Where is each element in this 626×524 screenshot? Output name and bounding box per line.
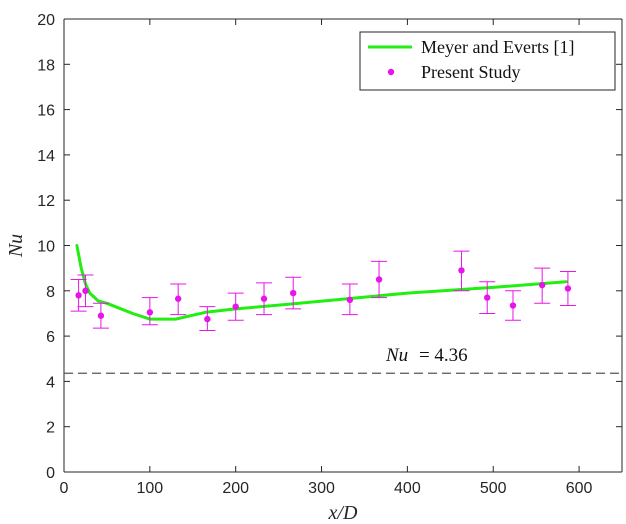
legend-label-meyer-everts: Meyer and Everts [1] (421, 37, 574, 57)
present-study-point (170, 283, 187, 316)
y-tick-label: 6 (46, 329, 55, 346)
data-point-marker (260, 295, 268, 302)
data-point-marker (484, 294, 491, 301)
present-study-point (227, 292, 244, 321)
y-tick-label: 18 (37, 57, 55, 74)
data-point-marker (538, 281, 546, 289)
data-point-marker (174, 295, 182, 302)
data-point-marker (458, 267, 465, 274)
present-study-point (70, 278, 87, 312)
present-study-point (77, 274, 94, 308)
reference-annotation: Nu = 4.36 (385, 345, 468, 366)
x-tick-label: 0 (60, 480, 69, 497)
data-point-marker (509, 302, 517, 309)
x-tick-label: 400 (394, 480, 421, 497)
reference-annotation-value: = 4.36 (419, 345, 468, 366)
data-point-marker (346, 296, 354, 304)
present-study-series (70, 250, 576, 331)
present-study-point (504, 290, 521, 321)
data-point-marker (75, 292, 82, 299)
present-study-point (453, 250, 470, 292)
present-study-point (92, 302, 109, 329)
present-study-point (199, 306, 216, 331)
present-study-point (534, 267, 551, 304)
present-study-point (256, 282, 273, 316)
legend: Meyer and Everts [1] Present Study (359, 31, 616, 91)
present-study-point (559, 271, 576, 307)
y-tick-label: 14 (37, 148, 55, 165)
x-tick-label: 500 (480, 480, 507, 497)
data-point-marker (375, 276, 383, 283)
data-point-marker (232, 303, 239, 310)
data-point-marker (564, 285, 572, 292)
present-study-point (285, 276, 302, 310)
present-study-point (479, 281, 496, 314)
x-axis-label: x/D (328, 502, 358, 524)
y-tick-label: 20 (37, 12, 55, 29)
y-axis-label: Nu (5, 234, 27, 258)
reference-annotation-var: Nu (385, 345, 408, 366)
data-point-marker (82, 287, 89, 294)
data-point-marker (146, 309, 154, 316)
axis-labels-group: x/D Nu (5, 234, 358, 524)
legend-box (359, 31, 616, 91)
y-tick-label: 10 (37, 239, 55, 256)
x-tick-label: 100 (136, 480, 163, 497)
legend-label-present-study: Present Study (421, 62, 521, 82)
present-study-point (341, 283, 358, 316)
y-tick-label: 12 (37, 193, 55, 210)
y-tick-label: 16 (37, 103, 55, 120)
axes-group: 0 100 200 300 400 500 600 0 2 4 6 8 10 12 14 16 18 20 (37, 12, 623, 497)
x-tick-label: 200 (222, 480, 249, 497)
present-study-point (141, 297, 158, 326)
x-tick-label: 300 (308, 480, 335, 497)
data-point-marker (204, 315, 211, 323)
data-point-marker (97, 312, 105, 319)
data-point-marker (290, 289, 297, 297)
present-study-point (371, 260, 388, 299)
legend-marker-swatch (387, 68, 395, 76)
y-tick-label: 4 (46, 374, 55, 391)
y-tick-label: 2 (46, 420, 55, 437)
y-tick-label: 8 (46, 284, 55, 301)
x-tick-label: 600 (566, 480, 593, 497)
y-tick-label: 0 (46, 465, 55, 482)
